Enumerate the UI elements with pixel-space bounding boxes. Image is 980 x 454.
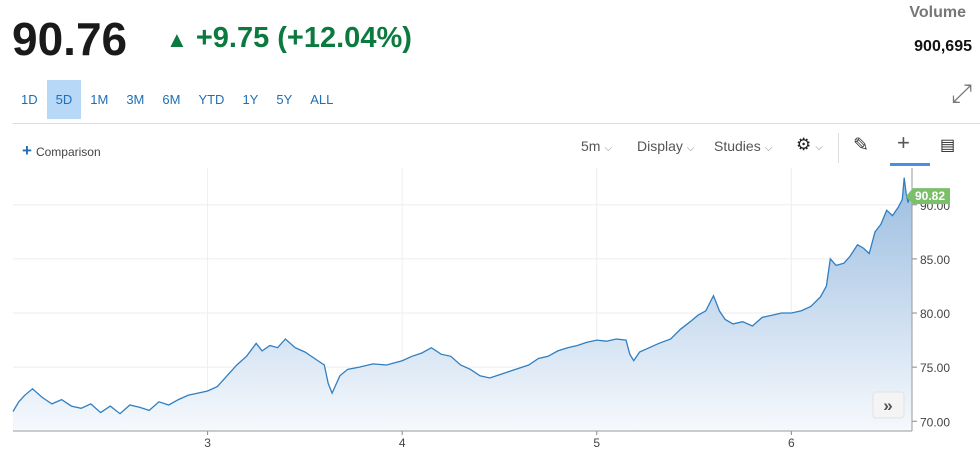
chevron-down-icon: ⌵ xyxy=(764,143,773,154)
divider xyxy=(13,123,980,124)
settings-gear-icon[interactable]: ⚙ ⌵ xyxy=(796,135,823,154)
x-tick-label: 5 xyxy=(593,436,600,450)
range-5y[interactable]: 5Y xyxy=(276,92,293,107)
display-label: Display xyxy=(637,138,683,154)
range-1y[interactable]: 1Y xyxy=(242,92,259,107)
range-selector: 1D 5D 1M 3M 6M YTD 1Y 5Y ALL xyxy=(12,80,342,119)
comment-icon[interactable]: ▤ xyxy=(940,137,956,154)
plus-icon: + xyxy=(22,141,32,160)
display-dropdown[interactable]: Display ⌵ xyxy=(637,138,695,154)
range-ytd[interactable]: YTD xyxy=(198,92,225,107)
chevron-down-icon: ⌵ xyxy=(604,143,613,154)
volume-label: Volume xyxy=(909,4,966,21)
toolbar-divider xyxy=(838,133,839,163)
double-chevron-right-icon: » xyxy=(883,396,892,415)
crosshair-active-indicator xyxy=(890,163,930,166)
y-tick-label: 70.00 xyxy=(920,415,950,429)
comparison-button[interactable]: + Comparison xyxy=(22,141,101,161)
interval-label: 5m xyxy=(581,138,601,154)
x-tick-label: 6 xyxy=(788,436,795,450)
scroll-forward-button[interactable]: » xyxy=(872,391,905,419)
change-text: +9.75 (+12.04%) xyxy=(195,22,412,54)
x-tick-label: 4 xyxy=(399,436,406,450)
crosshair-icon[interactable]: + xyxy=(897,130,910,155)
x-tick-label: 3 xyxy=(204,436,211,450)
svg-text:90.82: 90.82 xyxy=(915,189,945,203)
range-3m[interactable]: 3M xyxy=(126,92,145,107)
up-arrow-icon: ▲ xyxy=(166,27,188,52)
y-tick-label: 85.00 xyxy=(920,253,950,267)
last-price-label: 90.82 xyxy=(906,188,950,205)
studies-label: Studies xyxy=(714,138,761,154)
y-tick-label: 80.00 xyxy=(920,307,950,321)
pencil-icon[interactable]: ✎ xyxy=(853,135,869,156)
range-all[interactable]: ALL xyxy=(310,92,334,107)
y-tick-label: 75.00 xyxy=(920,361,950,375)
range-6m[interactable]: 6M xyxy=(162,92,181,107)
price-line xyxy=(12,177,913,415)
range-1d[interactable]: 1D xyxy=(21,92,38,107)
range-1m[interactable]: 1M xyxy=(90,92,109,107)
volume-value: 900,695 xyxy=(914,38,972,55)
comparison-label: Comparison xyxy=(35,145,101,159)
interval-dropdown[interactable]: 5m ⌵ xyxy=(581,138,612,154)
range-5d[interactable]: 5D xyxy=(46,80,82,119)
area-fill xyxy=(13,177,912,431)
chevron-down-icon: ⌵ xyxy=(686,143,695,154)
last-price: 90.76 xyxy=(12,13,128,65)
price-change: ▲ +9.75 (+12.04%) xyxy=(166,22,412,55)
studies-dropdown[interactable]: Studies ⌵ xyxy=(714,138,772,154)
expand-icon[interactable]: ⤢ xyxy=(951,78,972,108)
